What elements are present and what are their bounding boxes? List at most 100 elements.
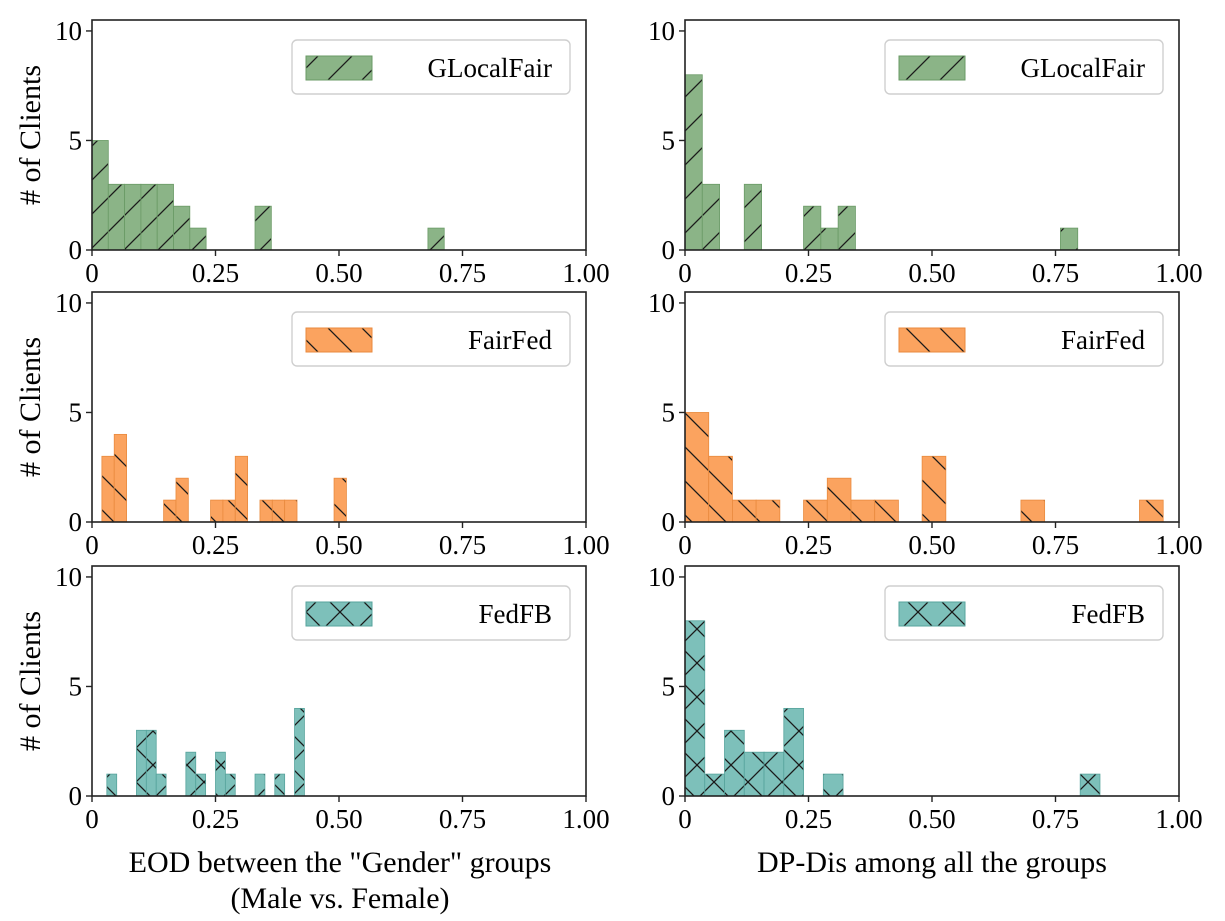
bar <box>145 729 157 797</box>
histogram-panel-2: 0 0.25 0.50 0.75 1.00 0 5 10 GLocalFair <box>648 16 1203 288</box>
x-tick-label: 0.25 <box>785 804 832 834</box>
bar <box>333 477 347 523</box>
bar <box>163 499 177 523</box>
x-tick-label: 0.75 <box>1032 258 1079 288</box>
legend-label: FedFB <box>1071 599 1145 629</box>
legend-swatch <box>305 601 373 627</box>
y-tick-label: 0 <box>662 781 676 811</box>
y-tick-label: 0 <box>69 235 83 265</box>
bar <box>1139 499 1164 523</box>
bar <box>234 455 249 523</box>
x-tick-label: 0.50 <box>315 804 362 834</box>
x-tick-label: 0 <box>678 258 692 288</box>
y-tick-label: 5 <box>662 671 676 701</box>
x-tick-label: 0.50 <box>315 530 362 560</box>
x-tick-label: 0.50 <box>908 258 955 288</box>
bar <box>684 412 710 523</box>
bar <box>1079 773 1101 797</box>
bar <box>704 773 725 797</box>
x-tick-label: 1.00 <box>1155 530 1202 560</box>
bar <box>732 499 757 523</box>
y-tick-label: 5 <box>662 125 676 155</box>
y-tick-label: 10 <box>648 288 675 318</box>
legend-label: GLocalFair <box>1021 53 1145 83</box>
bar <box>107 183 126 251</box>
bar <box>113 433 127 523</box>
x-tick-label: 0.50 <box>315 258 362 288</box>
bar <box>743 751 765 797</box>
legend-swatch <box>898 327 966 353</box>
y-tick-label: 10 <box>55 288 82 318</box>
legend-swatch <box>305 55 373 81</box>
bar <box>701 183 720 251</box>
x-tick-label: 0.75 <box>1032 804 1079 834</box>
bar <box>850 499 876 523</box>
x-tick-label: 0.75 <box>439 530 486 560</box>
bar <box>274 773 286 797</box>
legend: FairFed <box>291 311 571 367</box>
x-tick-label: 1.00 <box>562 804 609 834</box>
bar <box>294 707 305 797</box>
bar <box>708 455 733 523</box>
y-tick-label: 10 <box>55 562 82 592</box>
histogram-panel-5: 0 0.25 0.50 0.75 1.00 0 5 10 # of Clients FedFB <box>14 562 610 834</box>
y-tick-label: 0 <box>69 507 83 537</box>
bar <box>921 455 947 523</box>
x-tick-label: 1.00 <box>562 530 609 560</box>
x-tick-label: 0.50 <box>908 804 955 834</box>
legend: FairFed <box>884 311 1164 367</box>
bar <box>284 499 298 523</box>
bar <box>195 773 207 797</box>
bar <box>215 751 226 797</box>
legend-label: FairFed <box>468 325 552 355</box>
bar <box>185 751 197 797</box>
y-tick-label: 5 <box>662 397 676 427</box>
x-tick-label: 0 <box>85 530 99 560</box>
bar <box>175 477 189 523</box>
bar <box>224 773 236 797</box>
legend: FedFB <box>884 585 1164 641</box>
x-tick-label: 0 <box>678 530 692 560</box>
bar <box>743 183 762 251</box>
left-column-xlabel-line1: EOD between the "Gender" groups <box>129 846 552 879</box>
legend-swatch <box>305 327 373 353</box>
left-column-xlabel-line2: (Male vs. Female) <box>230 882 449 915</box>
y-tick-label: 10 <box>55 16 82 46</box>
x-tick-label: 0.25 <box>785 530 832 560</box>
histogram-panel-3: 0 0.25 0.50 0.75 1.00 0 5 10 # of Clients FairFed <box>14 288 610 560</box>
bar <box>156 183 174 251</box>
x-tick-label: 0.75 <box>1032 530 1079 560</box>
y-tick-label: 0 <box>662 235 676 265</box>
bar <box>684 74 703 251</box>
y-tick-label: 5 <box>69 671 83 701</box>
y-tick-label: 0 <box>69 781 83 811</box>
x-tick-label: 0 <box>85 804 99 834</box>
y-tick-label: 5 <box>69 397 83 427</box>
bar <box>755 499 781 523</box>
legend-swatch <box>898 601 966 627</box>
bar <box>820 227 839 251</box>
bar <box>271 499 286 523</box>
bar <box>822 773 844 797</box>
x-tick-label: 0 <box>678 804 692 834</box>
y-tick-label: 10 <box>648 16 675 46</box>
legend-label: FairFed <box>1061 325 1145 355</box>
y-tick-label: 0 <box>662 507 676 537</box>
legend-label: FedFB <box>478 599 552 629</box>
bar <box>140 183 158 251</box>
bar <box>106 773 118 797</box>
legend: GLocalFair <box>884 39 1164 95</box>
x-tick-label: 0.25 <box>192 804 239 834</box>
x-tick-label: 0.25 <box>192 258 239 288</box>
bar <box>803 205 822 251</box>
legend: GLocalFair <box>291 39 571 95</box>
y-axis-title: # of Clients <box>14 65 47 205</box>
bar <box>259 499 273 523</box>
bar <box>136 729 147 797</box>
x-tick-label: 0.25 <box>192 530 239 560</box>
bar <box>763 751 785 797</box>
bar <box>837 205 856 251</box>
bar <box>101 455 115 523</box>
histogram-panel-1: 0 0.25 0.50 0.75 1.00 0 5 10 # of Clients GLocalF… <box>14 16 610 288</box>
